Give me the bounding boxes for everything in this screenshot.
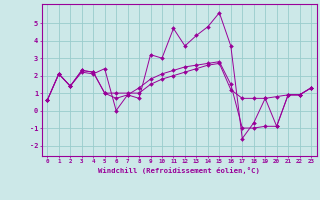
X-axis label: Windchill (Refroidissement éolien,°C): Windchill (Refroidissement éolien,°C) [98, 167, 260, 174]
